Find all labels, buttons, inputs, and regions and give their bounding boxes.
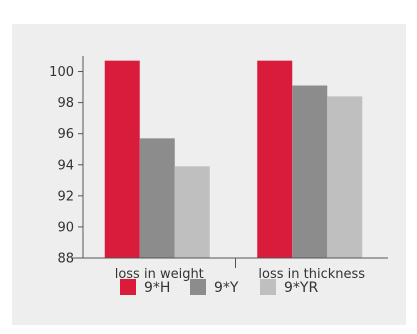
- bar: [327, 96, 363, 259]
- legend-swatch: [190, 279, 206, 295]
- bar: [174, 166, 210, 258]
- y-tick-label: 94: [57, 158, 74, 173]
- y-tick-label: 100: [49, 65, 74, 80]
- y-tick-label: 96: [57, 127, 74, 142]
- x-category-label: loss in weight: [115, 267, 204, 282]
- y-tick-label: 92: [57, 189, 74, 204]
- bar-chart: 88 90 92 94 96 98 100 loss in weight loss in thi…: [49, 56, 388, 296]
- bar: [139, 138, 175, 258]
- bar: [104, 60, 140, 259]
- y-tick-label: 90: [57, 220, 74, 235]
- bar: [257, 60, 293, 259]
- y-tick-label: 98: [57, 96, 74, 111]
- bar: [292, 85, 328, 258]
- y-tick-label: 88: [57, 252, 74, 267]
- x-category-label: loss in thickness: [258, 267, 365, 282]
- chart-panel: 88 90 92 94 96 98 100 loss in weight loss in thi…: [12, 24, 406, 325]
- legend-label: 9*YR: [284, 280, 318, 296]
- legend-label: 9*H: [144, 280, 170, 296]
- legend-swatch: [260, 279, 276, 295]
- legend-swatch: [120, 279, 136, 295]
- legend-label: 9*Y: [214, 280, 239, 296]
